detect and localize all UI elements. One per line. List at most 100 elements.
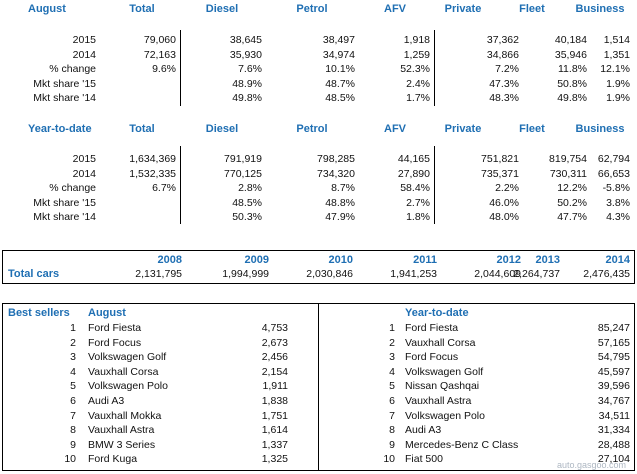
- best-ytd-units: 34,767: [597, 395, 630, 407]
- best-aug-model: Ford Kuga: [88, 453, 138, 466]
- best-ytd-rank: 3: [389, 351, 395, 364]
- august-col-business: Business: [575, 3, 625, 15]
- best-aug-rank: 10: [64, 453, 76, 466]
- ytd-cell: 3.8%: [606, 196, 630, 209]
- best-aug-units: 4,753: [261, 322, 288, 334]
- august-cell: 52.3%: [400, 63, 430, 75]
- best-aug-rank: 3: [70, 351, 76, 364]
- best-aug-rank: 4: [70, 365, 76, 378]
- august-cell: 1.9%: [606, 92, 630, 104]
- august-cell: 7.2%: [495, 63, 519, 75]
- august-cell: 48.3%: [489, 92, 519, 104]
- best-sellers-divider: [318, 303, 319, 471]
- august-cell: 50.8%: [557, 77, 587, 90]
- best-aug-model: Ford Fiesta: [88, 322, 142, 334]
- august-cell: 34,974: [322, 48, 355, 61]
- august-cell: 11.8%: [558, 63, 587, 75]
- best-aug-model: BMW 3 Series: [88, 438, 156, 451]
- year-header-2009: 2009: [244, 254, 269, 266]
- best-ytd-units: 85,247: [597, 322, 630, 334]
- total-cars-value: 1,994,999: [222, 268, 269, 280]
- best-aug-rank: 9: [70, 438, 76, 451]
- best-aug-rank: 5: [70, 380, 76, 393]
- best-aug-units: 1,337: [261, 438, 288, 451]
- august-row-label: Mkt share '15: [33, 77, 96, 90]
- august-cell: 72,163: [143, 48, 176, 61]
- august-title: August: [28, 3, 66, 15]
- ytd-row-label: % change: [49, 182, 96, 194]
- best-ytd-model: Fiat 500: [405, 453, 443, 466]
- ytd-col-total: Total: [129, 123, 155, 135]
- august-cell: 1,351: [603, 48, 630, 61]
- ytd-cell: 791,919: [224, 153, 262, 165]
- best-aug-model: Ford Focus: [88, 336, 142, 349]
- august-cell: 1.7%: [406, 92, 430, 104]
- best-ytd-units: 39,596: [597, 380, 630, 393]
- total-cars-value: 1,941,253: [390, 268, 437, 280]
- ytd-title: Year-to-date: [28, 123, 92, 135]
- ytd-cell: 8.7%: [331, 182, 355, 194]
- best-ytd-model: Mercedes-Benz C Class: [405, 438, 519, 451]
- ytd-table: [0, 112, 637, 232]
- best-august-title: August: [88, 307, 126, 319]
- best-aug-units: 1,325: [261, 453, 288, 466]
- best-ytd-model: Ford Fiesta: [405, 322, 459, 334]
- ytd-cell: 1.8%: [406, 211, 430, 223]
- best-ytd-units: 45,597: [597, 365, 630, 378]
- august-divider-2: [434, 30, 435, 106]
- year-header-2011: 2011: [413, 254, 437, 266]
- year-header-2008: 2008: [157, 254, 182, 266]
- august-cell: 12.1%: [600, 63, 630, 75]
- best-aug-rank: 8: [70, 424, 76, 437]
- ytd-cell: 48.0%: [489, 211, 519, 223]
- ytd-col-diesel: Diesel: [205, 123, 239, 135]
- best-ytd-model: Vauxhall Corsa: [405, 336, 476, 349]
- august-cell: 79,060: [143, 34, 176, 46]
- ytd-cell: 734,320: [317, 167, 355, 180]
- best-aug-units: 1,838: [261, 395, 288, 407]
- august-col-private: Private: [444, 3, 482, 15]
- ytd-cell: 1,634,369: [129, 153, 176, 165]
- ytd-cell: 12.2%: [557, 182, 587, 194]
- best-aug-units: 2,673: [261, 336, 288, 349]
- ytd-cell: -5.8%: [602, 182, 630, 194]
- august-cell: 49.8%: [557, 92, 587, 104]
- ytd-cell: 27,890: [397, 167, 430, 180]
- ytd-col-private: Private: [444, 123, 482, 135]
- ytd-cell: 751,821: [481, 153, 519, 165]
- total-cars-label: Total cars: [8, 268, 60, 280]
- ytd-cell: 770,125: [224, 167, 262, 180]
- best-aug-model: Volkswagen Golf: [88, 351, 167, 364]
- year-header-2013: 2013: [535, 254, 560, 266]
- august-cell: 1,259: [403, 48, 430, 61]
- august-row-label: Mkt share '14: [33, 92, 96, 104]
- best-ytd-rank: 9: [389, 438, 395, 451]
- best-aug-units: 1,911: [262, 380, 289, 393]
- august-cell: 38,645: [229, 34, 262, 46]
- august-row-label: 2015: [72, 34, 96, 46]
- ytd-row-label: Mkt share '14: [33, 211, 96, 223]
- august-cell: 35,930: [229, 48, 262, 61]
- august-cell: 49.8%: [232, 92, 262, 104]
- best-ytd-units: 34,511: [598, 409, 630, 422]
- year-header-2014: 2014: [605, 254, 630, 266]
- ytd-cell: 730,311: [549, 167, 587, 180]
- best-aug-units: 2,154: [261, 365, 288, 378]
- best-aug-rank: 1: [70, 322, 76, 334]
- total-cars-value: 2,030,846: [306, 268, 353, 280]
- august-cell: 34,866: [486, 48, 519, 61]
- best-aug-units: 2,456: [261, 351, 288, 364]
- best-aug-units: 1,751: [261, 409, 288, 422]
- ytd-cell: 2.8%: [238, 182, 262, 194]
- best-ytd-units: 28,488: [597, 438, 630, 451]
- total-cars-value: 2,476,435: [583, 268, 630, 280]
- august-col-total: Total: [129, 3, 155, 15]
- best-ytd-rank: 4: [389, 365, 395, 378]
- best-ytd-rank: 10: [383, 453, 395, 466]
- best-ytd-model: Volkswagen Polo: [405, 409, 485, 422]
- august-cell: 48.7%: [325, 77, 355, 90]
- best-ytd-rank: 2: [389, 336, 395, 349]
- year-header-2012: 2012: [496, 254, 521, 266]
- ytd-divider-2: [434, 146, 435, 224]
- ytd-col-business: Business: [575, 123, 625, 135]
